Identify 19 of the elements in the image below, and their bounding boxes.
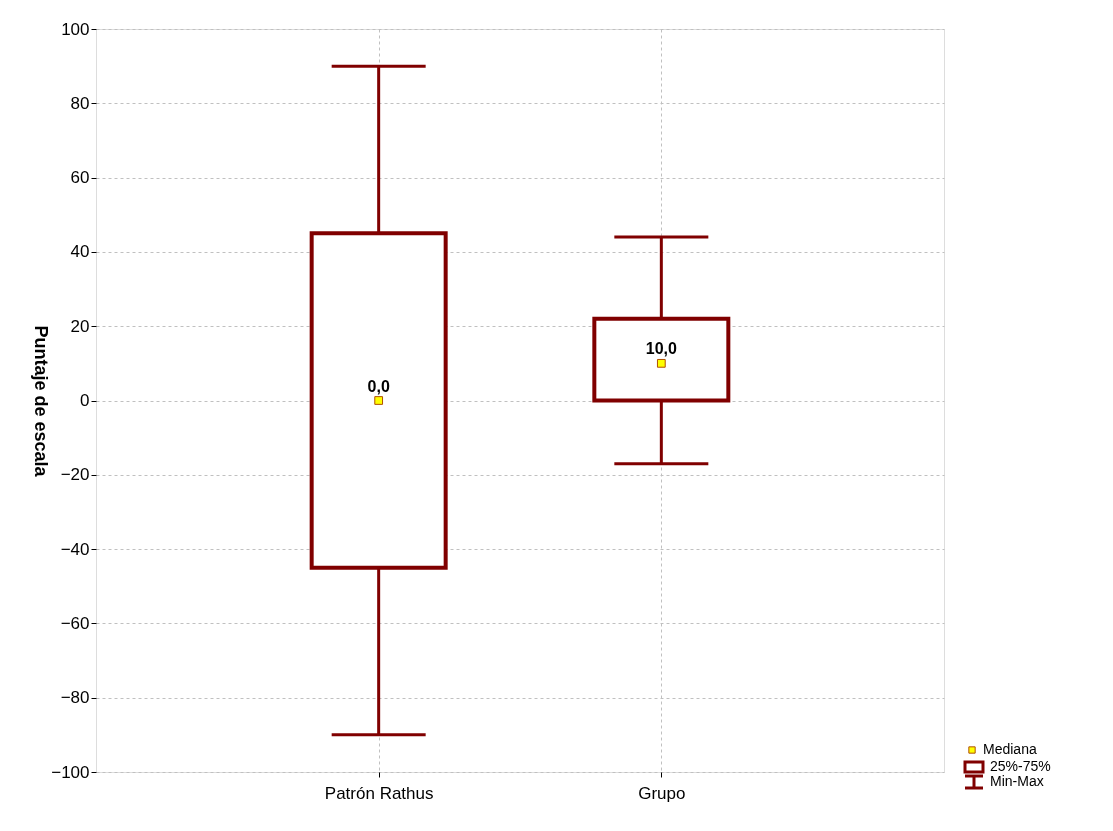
- y-tick-label: −100: [51, 762, 90, 782]
- y-tick-label: −20: [60, 465, 90, 485]
- data-label: 0,0: [367, 377, 390, 395]
- y-tick-label: −60: [60, 613, 90, 633]
- x-tick-label: Patrón Rathus: [324, 783, 434, 803]
- y-axis-title: Puntaje de escala: [31, 325, 52, 478]
- data-label: 10,0: [645, 340, 678, 358]
- legend-label: Mediana: [983, 741, 1037, 757]
- x-tick-label: Grupo: [638, 783, 686, 803]
- y-tick-label: −80: [60, 688, 90, 708]
- y-tick-label: 40: [70, 242, 90, 262]
- y-tick-label: 20: [70, 316, 90, 336]
- y-tick-label: −40: [60, 539, 90, 559]
- text: Min-Max: [990, 773, 1044, 789]
- y-tick-label: 80: [70, 93, 90, 113]
- y-tick-label: 0: [80, 391, 90, 410]
- legend-label: 25%-75%: [990, 758, 1051, 774]
- y-tick-label: 100: [61, 19, 90, 39]
- y-tick-label: 60: [70, 168, 90, 188]
